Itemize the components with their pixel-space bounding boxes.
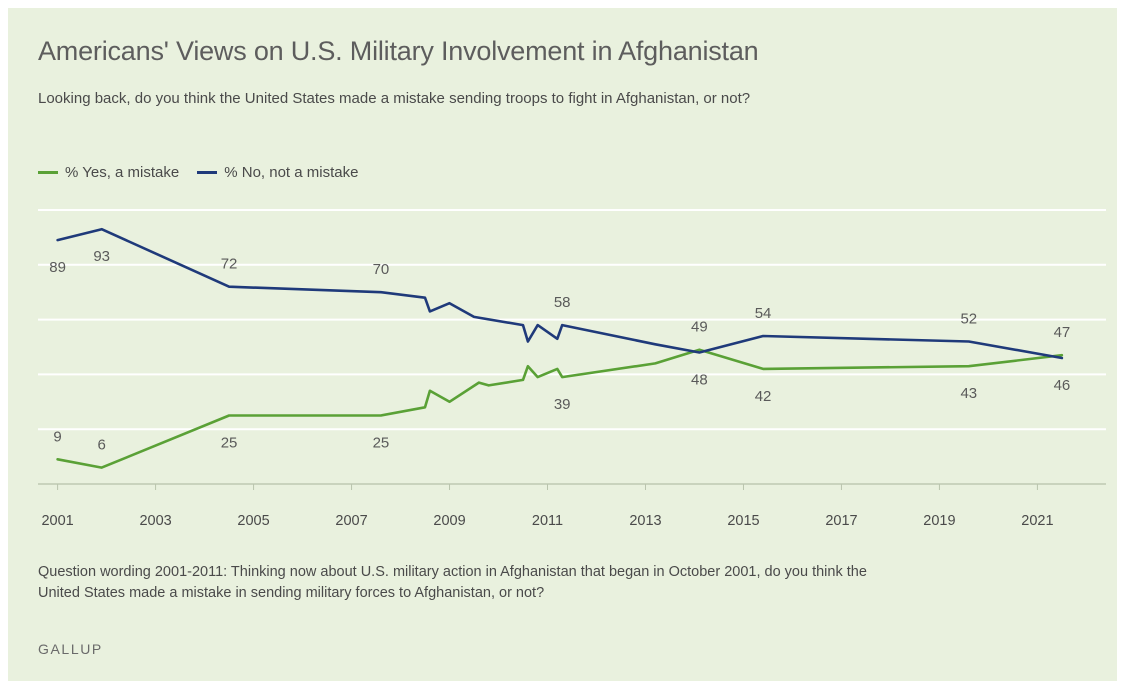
data-label-yes: 39 <box>554 396 571 413</box>
data-label-yes: 43 <box>960 385 977 402</box>
legend-swatch-yes <box>38 171 58 174</box>
chart-card: Americans' Views on U.S. Military Involv… <box>8 8 1117 681</box>
data-label-yes: 42 <box>755 388 772 405</box>
series-line-no <box>56 227 1064 360</box>
legend-item-no: % No, not a mistake <box>197 164 358 181</box>
data-label-no: 54 <box>755 305 772 322</box>
data-label-yes: 25 <box>221 435 238 452</box>
data-label-yes: 9 <box>53 428 61 445</box>
x-tick-label: 2005 <box>237 513 269 529</box>
data-label-no: 48 <box>691 371 708 388</box>
legend-item-yes: % Yes, a mistake <box>38 164 179 181</box>
data-label-no: 52 <box>960 311 977 328</box>
legend-label-yes: % Yes, a mistake <box>65 164 180 181</box>
x-tick-label: 2011 <box>532 513 563 529</box>
chart-title: Americans' Views on U.S. Military Involv… <box>38 36 759 66</box>
data-label-no: 72 <box>221 256 238 273</box>
data-label-yes: 6 <box>98 437 106 454</box>
x-tick-label: 2001 <box>41 513 73 529</box>
series-line-yes <box>56 348 1064 469</box>
x-tick-label: 2007 <box>335 513 367 529</box>
legend-label-no: % No, not a mistake <box>224 164 359 181</box>
x-tick-label: 2013 <box>629 513 661 529</box>
data-label-yes: 25 <box>373 435 390 452</box>
data-label-yes: 49 <box>691 319 708 336</box>
question-wording-footnote: Question wording 2001-2011: Thinking now… <box>38 564 867 601</box>
x-tick-label: 2009 <box>433 513 465 529</box>
x-tick-label: 2019 <box>923 513 955 529</box>
x-tick-label: 2017 <box>825 513 857 529</box>
data-label-no: 93 <box>93 248 110 265</box>
legend-swatch-no <box>197 171 218 174</box>
chart-subtitle: Looking back, do you think the United St… <box>38 90 751 107</box>
data-label-yes: 47 <box>1054 324 1071 341</box>
data-label-no: 89 <box>49 259 66 276</box>
data-label-no: 58 <box>554 294 571 311</box>
data-label-no: 70 <box>373 261 390 278</box>
x-tick-label: 2021 <box>1021 513 1053 529</box>
source-label: GALLUP <box>38 641 103 657</box>
data-label-no: 46 <box>1054 377 1071 394</box>
x-tick-label: 2015 <box>727 513 759 529</box>
x-tick-label: 2003 <box>139 513 171 529</box>
chart-legend: % Yes, a mistake % No, not a mistake <box>38 164 358 181</box>
